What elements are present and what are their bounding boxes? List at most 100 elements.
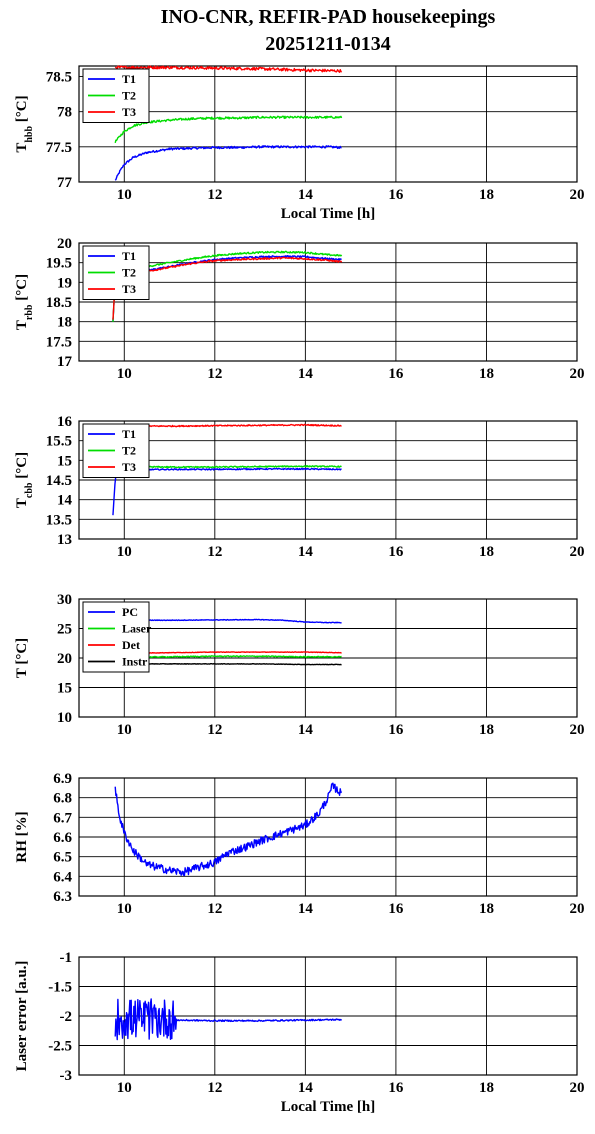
y-axis-label: Laser error [a.u.] (14, 961, 30, 1072)
x-tick-label: 16 (388, 187, 404, 203)
legend-label: T1 (122, 72, 136, 86)
y-tick-label: -3 (60, 1068, 73, 1084)
x-tick-label: 18 (479, 1080, 494, 1096)
x-tick-label: 18 (479, 901, 494, 917)
x-tick-label: 16 (388, 544, 404, 560)
x-tick-label: 20 (570, 722, 585, 738)
legend-label: T2 (122, 266, 136, 280)
legend: T1 T2 T3 (82, 245, 150, 300)
panel-2: 10 12 14 16 18 20 17 17.5 18 18.5 19 19.5 20 Trbb [°C… (14, 236, 585, 382)
panel-5: 10 12 14 16 18 20 6.3 6.4 6.5 6.6 6.7 6.8 6.9 RH [%] (14, 771, 585, 917)
x-tick-label: 20 (570, 366, 585, 382)
x-tick-label: 14 (298, 187, 314, 203)
x-tick-label: 12 (207, 1080, 222, 1096)
series-line-data (114, 782, 343, 877)
y-tick-label: 78 (57, 105, 72, 121)
plot-frame (78, 65, 578, 183)
x-tick-label: 10 (117, 722, 132, 738)
legend-label: PC (122, 605, 138, 619)
legend-label: Det (122, 638, 140, 652)
y-tick-label: 6.6 (53, 830, 72, 846)
y-tick-label: 16 (57, 414, 73, 430)
series-line-t2 (115, 464, 342, 469)
series-line-instr (115, 662, 342, 666)
y-tick-label: 77.5 (46, 140, 72, 156)
x-tick-label: 12 (207, 187, 222, 203)
y-axis-label: T [°C] (14, 638, 30, 678)
y-tick-label: 6.3 (53, 889, 72, 905)
y-tick-label: 18 (57, 315, 72, 331)
y-tick-label: -2.5 (48, 1039, 72, 1055)
y-tick-label: 19.5 (46, 256, 72, 272)
x-tick-label: 10 (117, 1080, 132, 1096)
series-line-t1 (112, 467, 342, 516)
series-line-t3 (112, 256, 343, 320)
y-axis-label: RH [%] (14, 811, 30, 862)
x-tick-label: 10 (117, 366, 132, 382)
x-tick-label: 12 (207, 544, 222, 560)
y-tick-label: 14 (57, 493, 73, 509)
x-tick-label: 10 (117, 901, 132, 917)
legend-label: Laser (122, 622, 152, 636)
x-tick-label: 14 (298, 722, 314, 738)
x-tick-label: 18 (479, 722, 494, 738)
y-tick-label: 20 (57, 236, 72, 252)
series-line-pc (115, 618, 342, 624)
legend-label: T3 (122, 282, 136, 296)
x-tick-label: 16 (388, 366, 404, 382)
y-tick-label: 14.5 (46, 473, 72, 489)
y-tick-label: 15 (57, 681, 72, 697)
legend-label: T2 (122, 89, 136, 103)
x-tick-label: 18 (479, 544, 494, 560)
x-tick-label: 12 (207, 722, 222, 738)
x-tick-label: 12 (207, 366, 222, 382)
panel-4: 10 12 14 16 18 20 10 15 20 25 30 T [°C] PC Laser Det In… (14, 592, 585, 738)
y-tick-label: 77 (57, 175, 73, 191)
y-tick-label: 6.7 (53, 810, 72, 826)
legend-box (82, 601, 150, 673)
legend-label: T3 (122, 460, 136, 474)
x-axis-label: Local Time [h] (281, 206, 375, 222)
y-tick-label: -2 (60, 1009, 73, 1025)
y-tick-label: 17 (57, 354, 73, 370)
y-axis-label: Trbb [°C] (14, 274, 35, 330)
x-tick-label: 20 (570, 544, 585, 560)
y-tick-label: 6.9 (53, 771, 72, 787)
y-tick-label: 30 (57, 592, 72, 608)
series-line-laser (115, 655, 342, 659)
figure-subtitle: 20251211-0134 (265, 33, 391, 55)
legend-label: T1 (122, 249, 136, 263)
legend-label: T3 (122, 105, 136, 119)
x-tick-label: 18 (479, 366, 494, 382)
x-tick-label: 20 (570, 901, 585, 917)
x-tick-label: 12 (207, 901, 222, 917)
y-tick-label: -1 (60, 950, 73, 966)
y-tick-label: 17.5 (46, 334, 72, 350)
legend: T1 T2 T3 (82, 68, 150, 123)
panel-3: 10 12 14 16 18 20 13 13.5 14 14.5 15 15.5 16 Tcbb [°C… (14, 414, 585, 560)
panels: 10 12 14 16 18 20 77 77.5 78 78.5 Local Time [h] Th… (14, 65, 585, 1115)
x-tick-label: 10 (117, 187, 132, 203)
x-tick-label: 14 (298, 901, 314, 917)
x-tick-label: 16 (388, 901, 404, 917)
x-tick-label: 10 (117, 544, 132, 560)
x-tick-label: 16 (388, 722, 404, 738)
x-tick-label: 16 (388, 1080, 404, 1096)
y-tick-label: 20 (57, 651, 72, 667)
series-line-t3 (114, 65, 343, 73)
x-tick-label: 14 (298, 366, 314, 382)
x-axis-label: Local Time [h] (281, 1099, 375, 1115)
y-tick-label: -1.5 (48, 980, 72, 996)
y-tick-label: 19 (57, 275, 72, 291)
x-tick-label: 18 (479, 187, 494, 203)
series-line-t2 (112, 250, 343, 322)
legend-label: T2 (122, 444, 136, 458)
y-tick-label: 78.5 (46, 70, 72, 86)
y-tick-label: 13.5 (46, 512, 72, 528)
legend: T1 T2 T3 (82, 423, 150, 478)
y-tick-label: 18.5 (46, 295, 72, 311)
y-axis-label: Tcbb [°C] (14, 452, 35, 508)
x-tick-label: 20 (570, 187, 585, 203)
series-line-t3 (114, 423, 342, 428)
